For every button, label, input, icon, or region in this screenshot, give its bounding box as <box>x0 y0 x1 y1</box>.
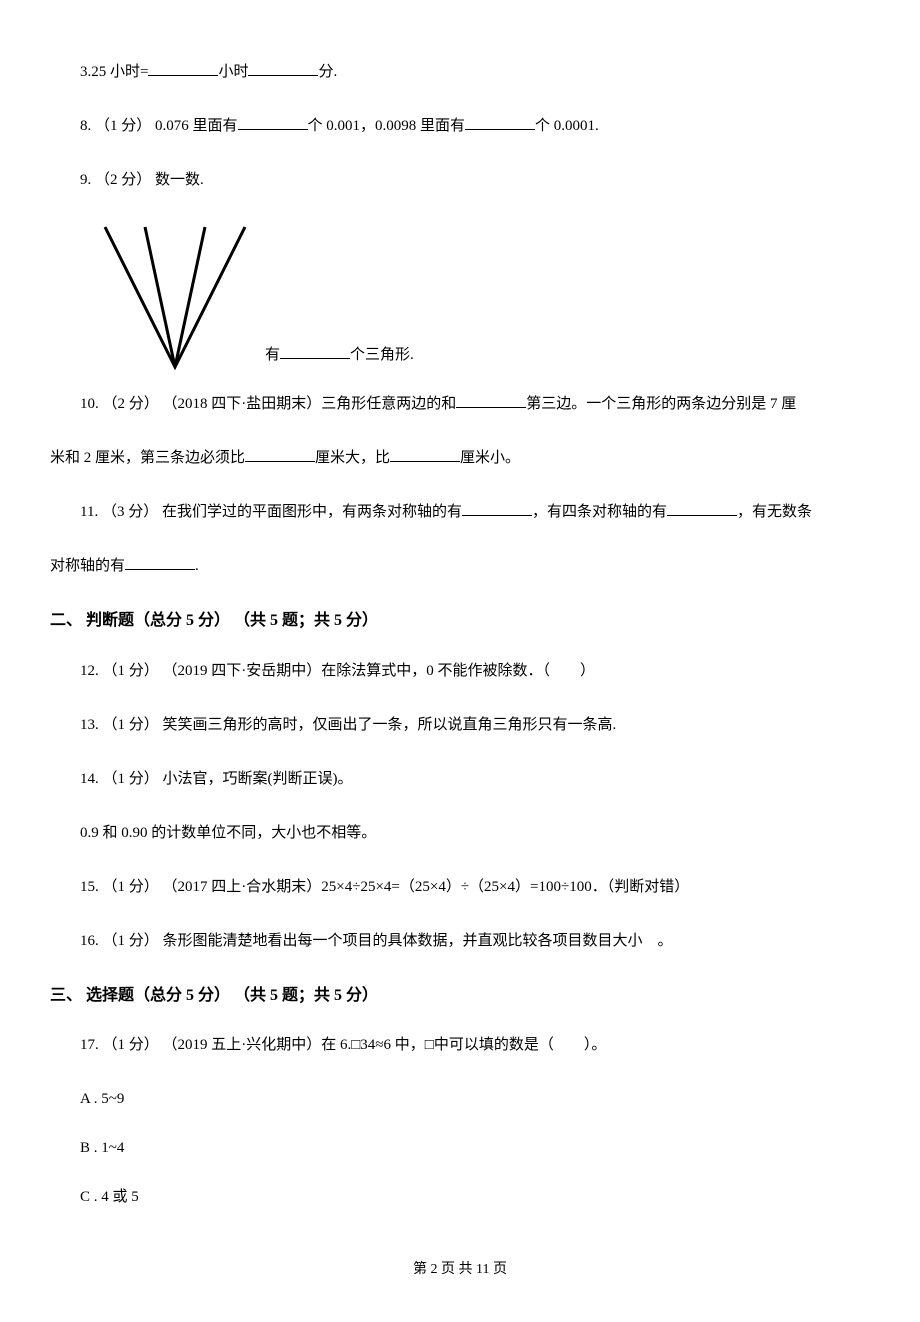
q10-line1b: 第三边。一个三角形的两条边分别是 7 厘 <box>526 396 796 412</box>
question-17: 17. （1 分） （2019 五上·兴化期中）在 6.□34≈6 中，□中可以… <box>50 1033 870 1057</box>
q8-suffix: 个 0.0001. <box>535 118 599 134</box>
blank <box>148 61 218 76</box>
q17-optA: A . 5~9 <box>80 1091 124 1107</box>
question-16: 16. （1 分） 条形图能清楚地看出每一个项目的具体数据，并直观比较各项目数目… <box>50 929 870 953</box>
blank <box>667 501 737 516</box>
question-7-continued: 3.25 小时= 小时 分. <box>50 60 870 84</box>
q10-line2b: 厘米大，比 <box>315 450 390 466</box>
triangle-figure-icon <box>100 222 250 372</box>
q8-prefix: 8. （1 分） 0.076 里面有 <box>80 118 238 134</box>
q11-line2a: 对称轴的有 <box>50 558 125 574</box>
blank <box>245 447 315 462</box>
q14-line2: 0.9 和 0.90 的计数单位不同，大小也不相等。 <box>80 825 376 841</box>
q11-part2: ，有四条对称轴的有 <box>532 504 667 520</box>
q11-line2b: . <box>195 558 199 574</box>
q10-line2a: 米和 2 厘米，第三条边必须比 <box>50 450 245 466</box>
question-8: 8. （1 分） 0.076 里面有 个 0.001，0.0098 里面有 个 0.… <box>50 114 870 138</box>
q14-text: 14. （1 分） 小法官，巧断案(判断正误)。 <box>80 771 353 787</box>
figure-caption: 有 个三角形. <box>265 343 414 372</box>
question-11: 11. （3 分） 在我们学过的平面图形中，有两条对称轴的有 ，有四条对称轴的有 ，… <box>50 500 870 524</box>
section-2-header: 二、 判断题（总分 5 分） （共 5 题；共 5 分） <box>50 608 870 634</box>
q17-optC: C . 4 或 5 <box>80 1189 139 1205</box>
q7-text1: 3.25 小时= <box>80 64 148 80</box>
q7-text2: 小时 <box>218 64 248 80</box>
question-15: 15. （1 分） （2017 四上·合水期末）25×4÷25×4=（25×4）… <box>50 875 870 899</box>
blank <box>280 344 350 359</box>
option-c: C . 4 或 5 <box>50 1185 870 1209</box>
blank <box>125 555 195 570</box>
q9-figtext2: 个三角形. <box>350 347 414 363</box>
q13-text: 13. （1 分） 笑笑画三角形的高时，仅画出了一条，所以说直角三角形只有一条高… <box>80 717 616 733</box>
q15-text: 15. （1 分） （2017 四上·合水期末）25×4÷25×4=（25×4）… <box>80 879 689 895</box>
question-9-figure: 有 个三角形. <box>100 222 870 372</box>
option-b: B . 1~4 <box>50 1136 870 1160</box>
blank <box>465 115 535 130</box>
blank <box>462 501 532 516</box>
q12-text: 12. （1 分） （2019 四下·安岳期中）在除法算式中，0 不能作被除数．… <box>80 663 595 679</box>
question-9: 9. （2 分） 数一数. <box>50 168 870 192</box>
figure-row: 有 个三角形. <box>100 222 870 372</box>
section-3-header: 三、 选择题（总分 5 分） （共 5 题；共 5 分） <box>50 983 870 1009</box>
page-footer: 第 2 页 共 11 页 <box>50 1259 870 1281</box>
blank <box>238 115 308 130</box>
blank <box>390 447 460 462</box>
question-10-continued: 米和 2 厘米，第三条边必须比 厘米大，比 厘米小。 <box>50 446 870 470</box>
q11-part1: 11. （3 分） 在我们学过的平面图形中，有两条对称轴的有 <box>80 504 462 520</box>
q10-line1a: 10. （2 分） （2018 四下·盐田期末）三角形任意两边的和 <box>80 396 456 412</box>
question-14-line2: 0.9 和 0.90 的计数单位不同，大小也不相等。 <box>50 821 870 845</box>
question-14: 14. （1 分） 小法官，巧断案(判断正误)。 <box>50 767 870 791</box>
blank <box>248 61 318 76</box>
q16-text: 16. （1 分） 条形图能清楚地看出每一个项目的具体数据，并直观比较各项目数目… <box>80 933 673 949</box>
q17-text: 17. （1 分） （2019 五上·兴化期中）在 6.□34≈6 中，□中可以… <box>80 1037 606 1053</box>
q9-prefix: 9. （2 分） 数一数. <box>80 172 204 188</box>
q7-text3: 分. <box>318 64 337 80</box>
q17-optB: B . 1~4 <box>80 1140 124 1156</box>
q8-mid: 个 0.001，0.0098 里面有 <box>308 118 466 134</box>
blank <box>456 393 526 408</box>
question-13: 13. （1 分） 笑笑画三角形的高时，仅画出了一条，所以说直角三角形只有一条高… <box>50 713 870 737</box>
q9-figtext1: 有 <box>265 347 280 363</box>
question-12: 12. （1 分） （2019 四下·安岳期中）在除法算式中，0 不能作被除数．… <box>50 659 870 683</box>
q10-line2c: 厘米小。 <box>460 450 520 466</box>
question-10: 10. （2 分） （2018 四下·盐田期末）三角形任意两边的和 第三边。一个三… <box>50 392 870 416</box>
q11-part3: ，有无数条 <box>737 504 812 520</box>
question-11-continued: 对称轴的有. <box>50 554 870 578</box>
option-a: A . 5~9 <box>50 1087 870 1111</box>
